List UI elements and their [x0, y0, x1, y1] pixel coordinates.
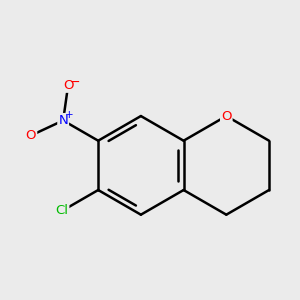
- Text: O: O: [26, 129, 36, 142]
- Text: −: −: [70, 76, 80, 89]
- Text: Cl: Cl: [56, 205, 68, 218]
- Text: N: N: [58, 114, 68, 127]
- Text: +: +: [65, 110, 74, 120]
- Text: O: O: [221, 110, 232, 122]
- Text: O: O: [63, 79, 74, 92]
